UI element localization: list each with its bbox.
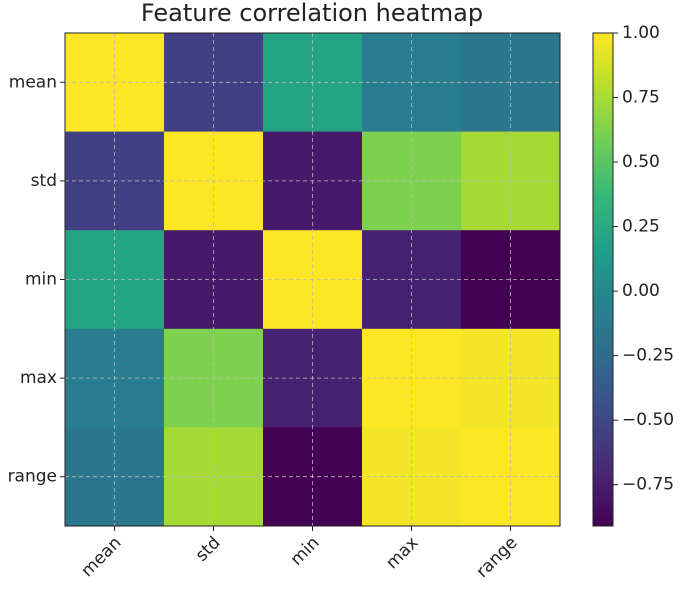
x-tick-label: min xyxy=(287,533,324,570)
colorbar-tick-label: −0.50 xyxy=(622,410,674,430)
x-tick-label: std xyxy=(192,533,225,566)
colorbar-tick-label: −0.25 xyxy=(622,346,674,366)
colorbar-tick-label: 0.25 xyxy=(622,217,660,237)
y-tick-label: std xyxy=(31,171,57,191)
plot-frame xyxy=(64,32,561,527)
colorbar-tick-label: −0.75 xyxy=(622,475,674,495)
x-tick-label: mean xyxy=(77,533,125,581)
y-tick-label: max xyxy=(20,368,57,388)
y-tick-label: min xyxy=(25,270,57,290)
colorbar-tick-label: 1.00 xyxy=(622,23,660,43)
colorbar-tick-label: 0.75 xyxy=(622,88,660,108)
colorbar xyxy=(592,32,614,527)
y-tick-label: range xyxy=(8,467,57,487)
x-tick-label: max xyxy=(382,533,422,573)
chart-title: Feature correlation heatmap xyxy=(141,0,483,27)
y-tick-label: mean xyxy=(9,72,57,92)
colorbar-tick-label: 0.00 xyxy=(622,281,660,301)
x-tick-label: range xyxy=(472,533,521,582)
colorbar-tick-label: 0.50 xyxy=(622,152,660,172)
